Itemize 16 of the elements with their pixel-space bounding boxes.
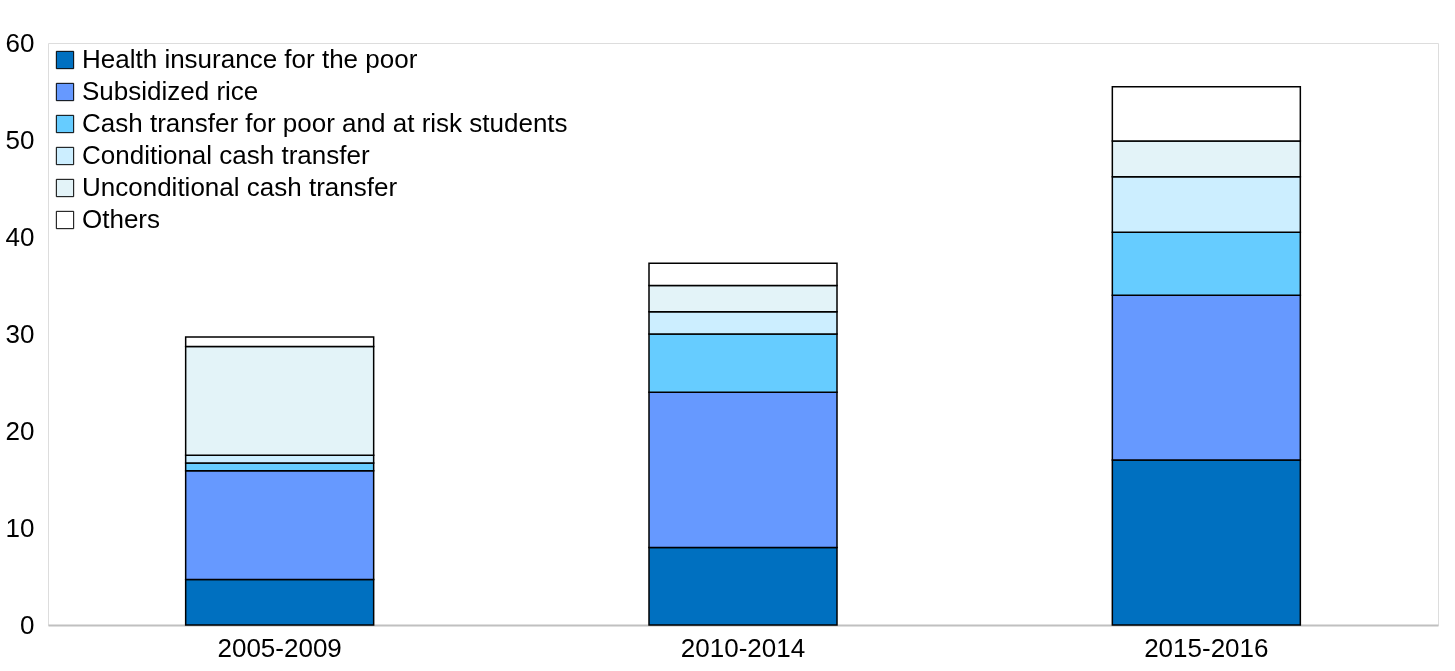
legend-label: Cash transfer for poor and at risk students	[82, 108, 568, 138]
y-tick-label: 40	[5, 221, 35, 252]
x-tick-label: 2015-2016	[1144, 632, 1269, 663]
legend-label: Others	[82, 204, 161, 234]
y-tick-label: 20	[5, 415, 35, 446]
y-tick-label: 0	[20, 609, 35, 640]
y-tick-label: 60	[5, 27, 35, 58]
y-tick-label: 30	[5, 318, 35, 349]
legend-label: Health insurance for the poor	[82, 44, 418, 74]
legend-label: Unconditional cash transfer	[82, 172, 398, 202]
legend-label: Subsidized rice	[82, 76, 259, 106]
x-tick-label: 2010-2014	[680, 632, 806, 663]
y-tick-label: 50	[5, 124, 35, 155]
legend-label: Conditional cash transfer	[82, 140, 370, 170]
x-tick-label: 2005-2009	[217, 632, 342, 663]
y-tick-label: 10	[5, 512, 35, 543]
